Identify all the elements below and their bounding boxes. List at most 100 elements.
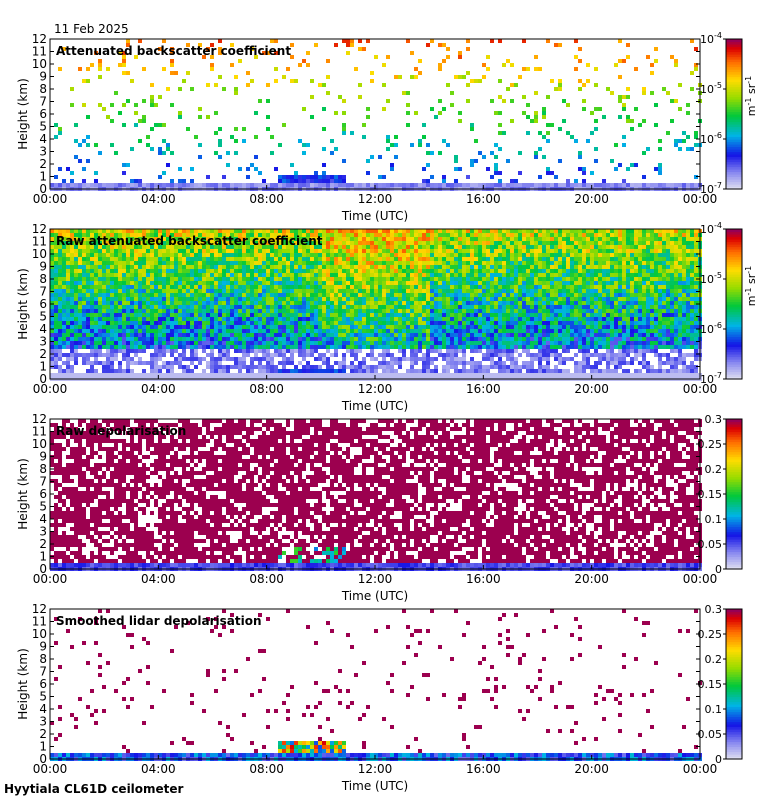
y-tick-label: 9 (39, 70, 47, 84)
x-axis-label: Time (UTC) (341, 399, 408, 413)
x-tick-label: 16:00 (466, 762, 501, 776)
y-tick-label: 3 (39, 715, 47, 729)
panel-title: Attenuated backscatter coefficient (56, 44, 291, 58)
y-tick-label: 4 (39, 322, 47, 336)
x-tick-label: 08:00 (249, 572, 284, 586)
y-axis-label: Height (km) (16, 78, 30, 149)
plot-area (50, 609, 700, 759)
y-tick-label: 5 (39, 120, 47, 134)
colorbar-tick-label: 0.3 (705, 603, 723, 616)
colorbar-tick-label: 0.05 (698, 728, 723, 741)
x-tick-label: 04:00 (141, 192, 176, 206)
y-tick-label: 10 (32, 247, 47, 261)
y-axis-label: Height (km) (16, 268, 30, 339)
plot-area (50, 39, 700, 189)
x-tick-label: 00:00 (683, 572, 718, 586)
colorbar-tick-label: 0 (715, 753, 722, 766)
colorbar-unit-label: m-1 sr-1 (744, 76, 758, 116)
y-tick-label: 6 (39, 487, 47, 501)
colorbar-tick-label: 10-6 (700, 131, 722, 146)
y-tick-label: 5 (39, 690, 47, 704)
y-tick-label: 8 (39, 82, 47, 96)
colorbar-frame (725, 228, 743, 380)
colorbar-tick-label: 0.3 (705, 413, 723, 426)
y-tick-label: 7 (39, 95, 47, 109)
y-tick-label: 1 (39, 740, 47, 754)
colorbar-tick-label: 0.15 (698, 678, 723, 691)
x-tick-label: 00:00 (33, 762, 68, 776)
x-tick-label: 08:00 (249, 192, 284, 206)
x-tick-label: 12:00 (358, 192, 393, 206)
y-tick-label: 11 (32, 425, 47, 439)
x-tick-label: 00:00 (33, 382, 68, 396)
y-tick-label: 5 (39, 500, 47, 514)
y-tick-label: 6 (39, 297, 47, 311)
y-tick-label: 9 (39, 640, 47, 654)
colorbar-tick-label: 0 (715, 563, 722, 576)
y-tick-label: 2 (39, 537, 47, 551)
y-tick-label: 3 (39, 145, 47, 159)
x-tick-label: 04:00 (141, 572, 176, 586)
y-tick-label: 3 (39, 525, 47, 539)
y-tick-label: 7 (39, 665, 47, 679)
y-tick-label: 11 (32, 615, 47, 629)
y-tick-label: 12 (32, 412, 47, 426)
x-axis-label: Time (UTC) (341, 589, 408, 603)
y-tick-label: 12 (32, 602, 47, 616)
y-tick-label: 4 (39, 512, 47, 526)
panel-title: Raw depolarisation (56, 424, 186, 438)
panel-title: Raw attenuated backscatter coefficient (56, 234, 323, 248)
y-tick-label: 1 (39, 170, 47, 184)
y-tick-label: 10 (32, 627, 47, 641)
y-axis-label: Height (km) (16, 648, 30, 719)
y-tick-label: 0 (39, 562, 47, 576)
y-tick-label: 2 (39, 157, 47, 171)
colorbar-tick-label: 0.1 (705, 703, 723, 716)
colorbar-tick-label: 0.1 (705, 513, 723, 526)
y-tick-label: 1 (39, 550, 47, 564)
colorbar-tick-label: 10-6 (700, 321, 722, 336)
y-tick-label: 1 (39, 360, 47, 374)
colorbar-tick-label: 0.05 (698, 538, 723, 551)
x-tick-label: 20:00 (574, 762, 609, 776)
x-tick-label: 16:00 (466, 382, 501, 396)
colorbar-tick-label: 0.25 (698, 438, 723, 451)
x-tick-label: 04:00 (141, 762, 176, 776)
colorbar-tick-label: 10-5 (700, 81, 722, 96)
x-tick-label: 20:00 (574, 192, 609, 206)
x-tick-label: 00:00 (683, 192, 718, 206)
x-axis-label: Time (UTC) (341, 209, 408, 223)
x-tick-label: 20:00 (574, 572, 609, 586)
y-tick-label: 6 (39, 107, 47, 121)
y-tick-label: 8 (39, 652, 47, 666)
x-tick-label: 00:00 (33, 572, 68, 586)
y-tick-label: 5 (39, 310, 47, 324)
colorbar-frame (725, 38, 743, 190)
colorbar-tick-label: 0.2 (705, 653, 723, 666)
colorbar-tick-label: 10-7 (700, 181, 722, 196)
date-label: 11 Feb 2025 (54, 22, 129, 36)
x-tick-label: 16:00 (466, 572, 501, 586)
y-tick-label: 4 (39, 132, 47, 146)
colorbar-tick-label: 0.15 (698, 488, 723, 501)
y-tick-label: 6 (39, 677, 47, 691)
y-tick-label: 2 (39, 347, 47, 361)
x-tick-label: 04:00 (141, 382, 176, 396)
y-tick-label: 3 (39, 335, 47, 349)
x-tick-label: 00:00 (683, 762, 718, 776)
x-tick-label: 12:00 (358, 762, 393, 776)
y-tick-label: 12 (32, 222, 47, 236)
y-tick-label: 2 (39, 727, 47, 741)
y-tick-label: 9 (39, 260, 47, 274)
y-tick-label: 9 (39, 450, 47, 464)
y-tick-label: 10 (32, 437, 47, 451)
y-tick-label: 0 (39, 752, 47, 766)
y-tick-label: 8 (39, 272, 47, 286)
y-tick-label: 10 (32, 57, 47, 71)
y-tick-label: 0 (39, 372, 47, 386)
